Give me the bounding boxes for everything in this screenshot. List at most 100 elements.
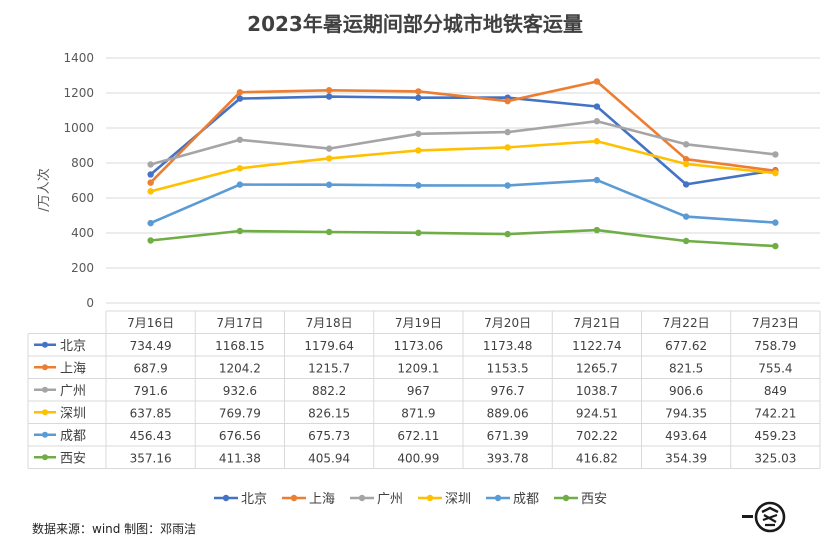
table-series-name: 成都 xyxy=(60,429,86,444)
data-point xyxy=(504,128,511,136)
data-point xyxy=(236,95,244,102)
table-cell: 1168.15 xyxy=(215,339,265,353)
table-cell: 871.9 xyxy=(401,406,435,420)
chart-title: 2023年暑运期间部分城市地铁客运量 xyxy=(247,12,583,36)
table-cell: 400.99 xyxy=(397,451,439,465)
table-cell: 849 xyxy=(764,384,787,398)
series-line-深圳 xyxy=(150,139,776,193)
data-point xyxy=(682,156,690,163)
table-cell: 932.6 xyxy=(223,384,257,398)
data-point xyxy=(325,93,333,100)
table-cell: 1173.06 xyxy=(394,339,444,353)
x-tick-label: 7月22日 xyxy=(663,316,710,330)
table-cell: 1215.7 xyxy=(308,361,350,375)
data-point xyxy=(593,176,601,184)
table-series-name: 广州 xyxy=(60,384,86,399)
data-point xyxy=(325,145,333,152)
y-tick-label: 600 xyxy=(71,191,94,205)
y-tick-label: 1200 xyxy=(63,86,94,100)
data-point xyxy=(325,87,333,94)
table-cell: 1153.5 xyxy=(487,361,529,375)
table-cell: 677.62 xyxy=(665,339,707,353)
table-cell: 758.79 xyxy=(754,339,796,353)
data-point xyxy=(504,182,511,189)
x-tick-label: 7月21日 xyxy=(573,316,620,330)
table-cell: 676.56 xyxy=(219,429,261,443)
data-point xyxy=(504,97,511,105)
logo-roof xyxy=(761,506,779,514)
y-tick-label: 1000 xyxy=(63,121,94,135)
table-cell: 393.78 xyxy=(487,451,529,465)
data-point xyxy=(593,118,601,125)
data-point xyxy=(236,181,244,188)
table-cell: 405.94 xyxy=(308,451,350,465)
table-cell: 1122.74 xyxy=(572,339,622,353)
data-point xyxy=(682,160,690,168)
legend-label: 成都 xyxy=(513,492,539,507)
x-tick-label: 7月16日 xyxy=(127,316,174,330)
table-series-name: 上海 xyxy=(60,361,86,376)
data-point xyxy=(504,144,511,151)
data-point xyxy=(593,78,601,85)
data-point xyxy=(593,103,601,110)
table-legend-marker xyxy=(42,341,48,348)
legend-marker xyxy=(562,494,570,502)
y-tick-label: 1400 xyxy=(63,51,94,65)
legend-label: 广州 xyxy=(377,492,403,507)
y-axis-label: /万人次 xyxy=(36,168,52,211)
table-cell: 1265.7 xyxy=(576,361,618,375)
table-legend-marker xyxy=(42,364,48,371)
table-series-name: 深圳 xyxy=(60,406,86,421)
logo-body xyxy=(762,513,778,527)
series-line-北京 xyxy=(149,95,776,186)
table-series-name: 西安 xyxy=(60,451,86,466)
table-cell: 354.39 xyxy=(665,451,707,465)
data-point xyxy=(415,94,422,101)
table-cell: 1173.48 xyxy=(483,339,533,353)
table-cell: 687.9 xyxy=(133,361,167,375)
legend-label: 深圳 xyxy=(445,492,471,507)
data-point xyxy=(147,171,154,178)
data-point xyxy=(236,165,244,172)
data-point xyxy=(772,169,779,177)
series-line-广州 xyxy=(150,119,776,166)
y-tick-label: 200 xyxy=(71,261,94,275)
logo-circle xyxy=(754,501,786,533)
table-cell: 889.06 xyxy=(487,406,529,420)
table-cell: 742.21 xyxy=(754,406,796,420)
data-point xyxy=(415,147,422,154)
data-point xyxy=(236,227,244,235)
table-legend-marker xyxy=(42,386,48,393)
legend-marker xyxy=(358,494,366,502)
legend-marker xyxy=(290,494,298,502)
x-tick-label: 7月23日 xyxy=(752,316,799,330)
table-cell: 1179.64 xyxy=(304,339,354,353)
data-point xyxy=(682,237,690,245)
data-point xyxy=(415,88,422,95)
x-tick-label: 7月20日 xyxy=(484,316,531,330)
series-line-西安 xyxy=(150,228,776,248)
data-point xyxy=(415,182,422,189)
y-tick-label: 800 xyxy=(71,156,94,170)
table-cell: 769.79 xyxy=(219,406,261,420)
data-point xyxy=(147,161,154,168)
table-cell: 325.03 xyxy=(754,451,796,465)
data-source-note: 数据来源：wind 制图：邓雨洁 xyxy=(32,522,197,536)
table-cell: 1038.7 xyxy=(576,384,618,398)
table-cell: 826.15 xyxy=(308,406,350,420)
table-cell: 906.6 xyxy=(669,384,703,398)
logo: 一客 xyxy=(742,501,786,533)
table-cell: 672.11 xyxy=(397,429,439,443)
data-point xyxy=(772,151,779,158)
data-point xyxy=(325,155,333,162)
table-cell: 675.73 xyxy=(308,429,350,443)
x-tick-label: 7月17日 xyxy=(216,316,263,330)
table-series-name: 北京 xyxy=(60,339,86,354)
table-cell: 702.22 xyxy=(576,429,618,443)
data-point xyxy=(682,141,690,148)
table-legend-marker xyxy=(42,431,48,438)
table-cell: 459.23 xyxy=(754,429,796,443)
y-tick-label: 400 xyxy=(71,226,94,240)
data-point xyxy=(147,188,154,195)
